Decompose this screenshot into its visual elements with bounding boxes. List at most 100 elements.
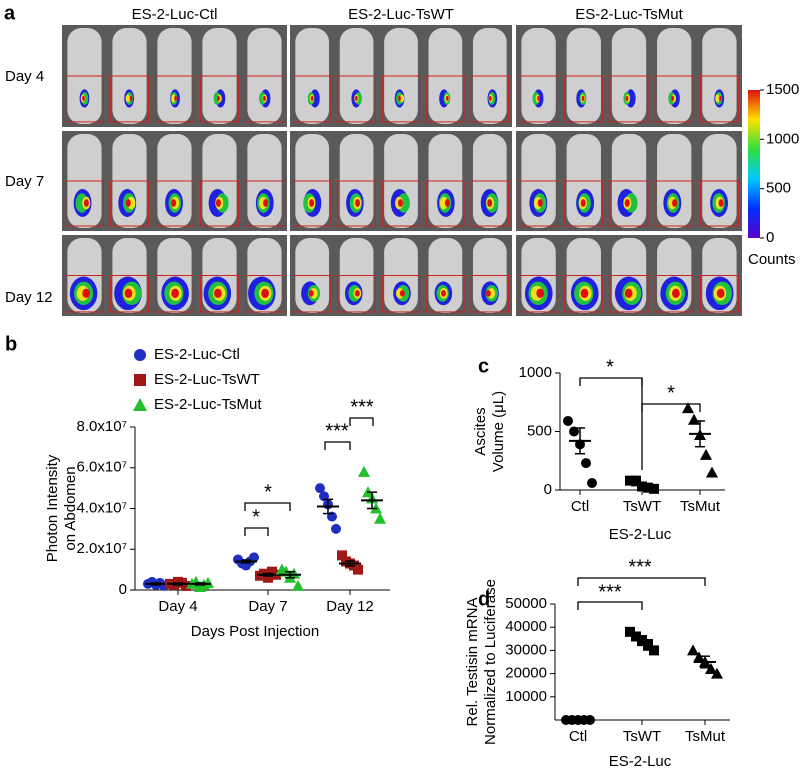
roi-box: [293, 180, 332, 227]
roi-box: [65, 75, 104, 123]
signal: [581, 95, 585, 101]
roi-box: [110, 180, 149, 227]
column-header: ES-2-Luc-TsMut: [575, 6, 683, 23]
x-axis-label: ES-2-Luc: [609, 753, 672, 768]
data-point: [337, 550, 347, 561]
legend-label: ES-2-Luc-TsMut: [154, 396, 262, 413]
x-tick-label: TsWT: [623, 498, 661, 515]
signal: [718, 199, 724, 207]
roi-box: [245, 180, 284, 227]
panel-label: a: [4, 2, 16, 24]
legend-label: ES-2-Luc-Ctl: [154, 346, 240, 363]
signal: [309, 199, 315, 207]
signal: [625, 95, 629, 101]
signal: [441, 289, 446, 297]
signal: [398, 95, 401, 101]
signal: [397, 199, 403, 207]
x-tick-label: TsMut: [680, 498, 721, 515]
roi-box: [245, 75, 284, 123]
significance-label: ***: [325, 420, 349, 442]
legend-label: ES-2-Luc-TsWT: [154, 371, 260, 388]
signal: [399, 94, 405, 103]
column-header: ES-2-Luc-Ctl: [132, 6, 218, 23]
data-point: [687, 644, 699, 656]
roi-box: [155, 75, 194, 123]
y-axis-label: Ascites: [472, 407, 489, 455]
roi-box: [381, 75, 421, 123]
signal: [580, 288, 589, 299]
significance-label: ***: [628, 556, 652, 578]
roi-box: [699, 75, 739, 123]
signal: [445, 95, 449, 101]
x-axis-label: ES-2-Luc: [609, 526, 672, 543]
signal: [124, 288, 133, 299]
x-tick-label: TsMut: [685, 728, 726, 745]
data-point: [249, 552, 259, 563]
significance-label: ***: [350, 396, 374, 418]
roi-box: [200, 75, 239, 123]
signal: [125, 94, 131, 103]
significance-label: *: [264, 481, 272, 503]
y-tick-label: 30000: [505, 641, 547, 658]
roi-box: [470, 180, 509, 227]
data-point: [374, 512, 386, 524]
data-point: [693, 651, 705, 663]
signal: [439, 196, 448, 210]
signal: [171, 94, 176, 103]
signal: [719, 95, 722, 101]
data-point: [631, 631, 641, 642]
roi-box: [426, 275, 465, 313]
signal: [171, 288, 179, 299]
panel-label: c: [478, 355, 489, 377]
panel-label: d: [478, 588, 490, 610]
data-point: [581, 458, 591, 469]
colorbar-tick-label: 1000: [766, 130, 799, 147]
roi-box: [381, 180, 421, 227]
data-point: [181, 580, 191, 591]
significance-bracket: [324, 441, 351, 450]
signal: [580, 199, 586, 207]
signal: [174, 95, 177, 101]
data-point: [625, 626, 635, 637]
y-tick-label: 8.0x10⁷: [77, 418, 127, 435]
roi-box: [654, 275, 694, 313]
data-point: [649, 645, 659, 656]
legend-marker: [134, 349, 146, 361]
y-tick-label: 6.0x10⁷: [77, 459, 127, 476]
data-point: [625, 475, 635, 486]
y-axis-label: Normalized to Luciferase: [482, 579, 499, 745]
significance-bracket: [577, 601, 643, 610]
y-tick-label: 20000: [505, 665, 547, 682]
y-tick-label: 10000: [505, 688, 547, 705]
roi-box: [381, 275, 421, 313]
x-tick-label: TsWT: [623, 728, 661, 745]
signal: [537, 95, 540, 101]
x-tick-label: Ctl: [571, 498, 589, 515]
signal: [82, 288, 91, 299]
y-tick-label: 2.0x10⁷: [77, 540, 127, 557]
signal: [715, 94, 720, 103]
signal: [355, 199, 361, 207]
data-point: [682, 402, 694, 414]
signal: [624, 288, 633, 299]
data-point: [711, 667, 723, 679]
colorbar-label: Counts: [748, 251, 796, 268]
signal: [308, 289, 314, 297]
signal: [263, 95, 266, 101]
roi-box: [470, 275, 509, 313]
roi-box: [654, 75, 694, 123]
signal: [444, 199, 450, 207]
roi-box: [564, 275, 604, 313]
significance-label: *: [606, 356, 614, 378]
y-tick-label: 500: [527, 422, 552, 439]
significance-label: *: [252, 506, 260, 528]
signal: [624, 199, 630, 207]
signal: [310, 95, 314, 101]
signal: [671, 288, 680, 299]
y-axis-label: Photon Intensity: [44, 454, 61, 562]
signal: [487, 199, 493, 207]
signal: [214, 288, 222, 299]
roi-box: [245, 275, 284, 313]
roi-box: [65, 180, 104, 227]
